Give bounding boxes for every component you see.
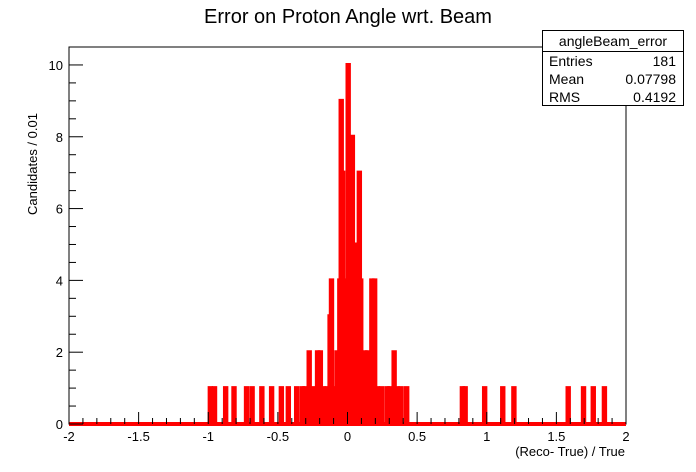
- x-tick-label: 0: [344, 429, 351, 444]
- x-tick-label: -1.5: [127, 429, 149, 444]
- histogram-bar: [481, 386, 488, 424]
- histogram-bar: [398, 386, 404, 424]
- histogram-bars: [69, 62, 626, 426]
- histogram-bar: [500, 386, 506, 424]
- x-axis-label: (Reco- True) / True: [515, 444, 625, 459]
- histogram-bar: [328, 278, 335, 424]
- histogram-bar: [364, 350, 371, 424]
- stats-mean-value: 0.07798: [625, 71, 676, 87]
- histogram-bar: [211, 386, 218, 424]
- histogram-bar: [403, 386, 410, 424]
- histogram-bar: [511, 386, 517, 424]
- histogram-bar: [268, 386, 275, 424]
- histogram-bar: [580, 386, 587, 424]
- histogram-bar: [306, 350, 312, 424]
- histogram-bar: [320, 386, 326, 424]
- histogram-bar: [378, 386, 385, 424]
- x-tick-label: 1.5: [547, 429, 565, 444]
- histogram-bar: [222, 386, 229, 424]
- histogram-bar: [601, 386, 608, 424]
- stats-name: angleBeam_error: [543, 31, 683, 52]
- y-tick-label: 6: [56, 202, 63, 217]
- histogram-bar: [462, 386, 468, 424]
- histogram-bar: [278, 386, 285, 424]
- histogram-bar: [285, 386, 292, 424]
- stats-rms-row: RMS 0.4192: [543, 88, 683, 106]
- x-tick-label: -2: [63, 429, 75, 444]
- x-tick-label: -0.5: [267, 429, 289, 444]
- y-tick-label: 2: [56, 345, 63, 360]
- histogram-bar: [565, 386, 571, 424]
- histogram-bar: [371, 278, 378, 424]
- x-axis: -2 -1.5 -1 -0.5 0 0.5 1 1.5 2: [63, 412, 630, 444]
- histogram-bar: [293, 386, 300, 424]
- y-tick-label: 4: [56, 273, 63, 288]
- stats-entries-row: Entries 181: [543, 52, 683, 70]
- histogram-bar: [231, 386, 237, 424]
- stats-rms-value: 0.4192: [633, 89, 676, 105]
- x-tick-label: 1: [483, 429, 490, 444]
- stats-entries-value: 181: [652, 53, 676, 69]
- stats-entries-label: Entries: [549, 53, 593, 69]
- histogram-bar: [358, 278, 364, 424]
- y-tick-label: 0: [56, 417, 63, 432]
- y-tick-label: 10: [49, 58, 63, 73]
- y-tick-label: 8: [56, 130, 63, 145]
- histogram-bar: [243, 386, 250, 424]
- y-axis: 0 2 4 6 8 10: [49, 46, 83, 432]
- histogram-bar: [310, 386, 317, 424]
- histogram-bar: [249, 386, 255, 424]
- histogram-bar: [590, 386, 596, 424]
- x-tick-label: -1: [202, 429, 214, 444]
- x-tick-label: 0.5: [408, 429, 426, 444]
- x-tick-label: 2: [622, 429, 629, 444]
- stats-mean-row: Mean 0.07798: [543, 70, 683, 88]
- stats-mean-label: Mean: [549, 71, 585, 87]
- chart-title: Error on Proton Angle wrt. Beam: [204, 6, 492, 28]
- histogram-bar: [387, 386, 393, 424]
- histogram-bar: [394, 386, 400, 424]
- histogram-bar: [302, 386, 308, 424]
- stats-rms-label: RMS: [549, 89, 581, 105]
- y-axis-label: Candidates / 0.01: [25, 113, 40, 215]
- histogram-bar: [259, 386, 265, 424]
- histogram-bar: [374, 386, 381, 424]
- stats-box: angleBeam_error Entries 181 Mean 0.07798…: [542, 30, 684, 106]
- histogram-bar: [207, 386, 214, 424]
